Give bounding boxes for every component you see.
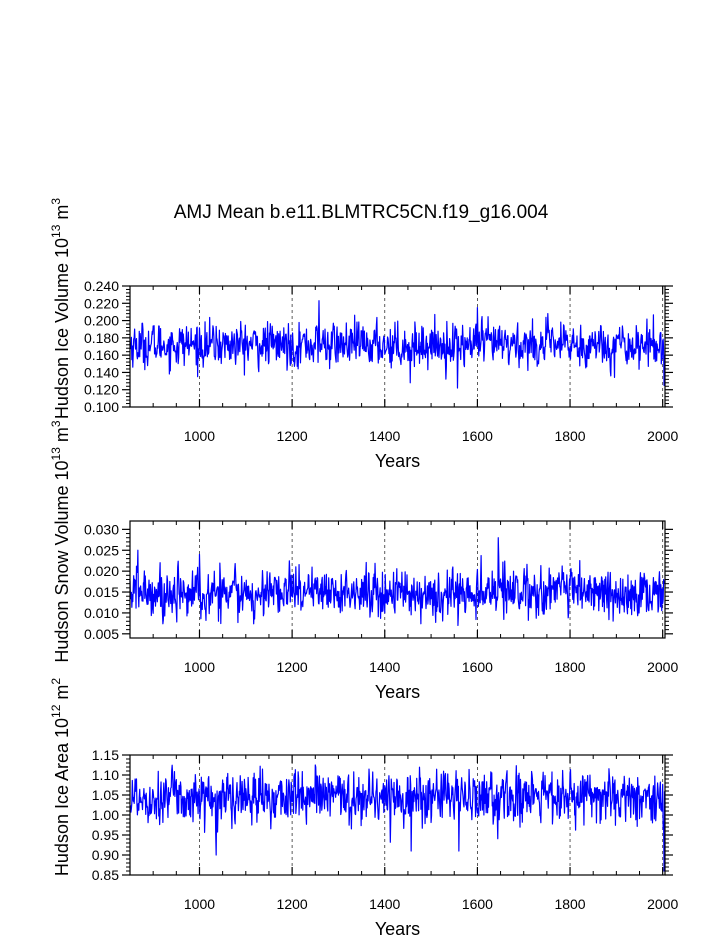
y-tick-label: 1.05 bbox=[92, 787, 119, 803]
x-tick-label: 1400 bbox=[369, 896, 400, 912]
x-tick-label: 1200 bbox=[277, 659, 308, 675]
panel-ice-volume: 1000 1200 1400 1600 1800 20000.1000.1200.1400… bbox=[49, 198, 678, 471]
y-axis-label: Hudson Ice Volume 1013 m3 bbox=[49, 198, 72, 419]
y-tick-label: 0.015 bbox=[84, 584, 119, 600]
y-tick-label: 0.100 bbox=[84, 399, 119, 415]
x-tick-label: 1600 bbox=[462, 659, 493, 675]
y-tick-label: 0.200 bbox=[84, 313, 119, 329]
x-tick-label: 1000 bbox=[184, 428, 215, 444]
y-tick-label: 0.120 bbox=[84, 382, 119, 398]
x-tick-label: 1600 bbox=[462, 428, 493, 444]
y-tick-label: 0.025 bbox=[84, 542, 119, 558]
x-axis-label: Years bbox=[375, 451, 420, 471]
x-tick-label: 1000 bbox=[184, 659, 215, 675]
x-axis-label: Years bbox=[375, 919, 420, 935]
y-tick-label: 0.010 bbox=[84, 605, 119, 621]
x-tick-label: 2000 bbox=[647, 896, 678, 912]
panel-snow-volume: 1000 1200 1400 1600 1800 2000 0.005 0.010 0.015 0… bbox=[49, 420, 678, 702]
x-tick-label: 2000 bbox=[647, 659, 678, 675]
plot-frame bbox=[129, 754, 666, 876]
y-tick-label: 0.180 bbox=[84, 330, 119, 346]
y-tick-label: 1.15 bbox=[92, 747, 119, 763]
y-tick-label: 0.85 bbox=[92, 867, 119, 883]
y-tick-label: 1.10 bbox=[92, 767, 119, 783]
y-tick-label: 1.00 bbox=[92, 807, 119, 823]
y-tick-label: 0.140 bbox=[84, 364, 119, 380]
y-tick-label: 0.160 bbox=[84, 347, 119, 363]
y-tick-label: 0.240 bbox=[84, 278, 119, 294]
y-tick-label: 0.030 bbox=[84, 521, 119, 537]
x-tick-label: 2000 bbox=[647, 428, 678, 444]
x-axis-label: Years bbox=[375, 682, 420, 702]
x-tick-label: 1600 bbox=[462, 896, 493, 912]
series-line bbox=[129, 300, 666, 389]
x-tick-label: 1800 bbox=[554, 659, 585, 675]
y-tick-label: 0.020 bbox=[84, 563, 119, 579]
series-line bbox=[129, 764, 666, 872]
x-tick-label: 1400 bbox=[369, 428, 400, 444]
x-tick-label: 1800 bbox=[554, 896, 585, 912]
x-tick-label: 1200 bbox=[277, 896, 308, 912]
y-tick-label: 0.95 bbox=[92, 827, 119, 843]
x-tick-label: 1400 bbox=[369, 659, 400, 675]
y-tick-label: 0.90 bbox=[92, 847, 119, 863]
y-tick-label: 0.005 bbox=[84, 626, 119, 642]
x-tick-label: 1000 bbox=[184, 896, 215, 912]
x-tick-label: 1800 bbox=[554, 428, 585, 444]
series-line bbox=[129, 537, 666, 627]
y-axis-label: Hudson Snow Volume 1013 m3 bbox=[49, 420, 72, 663]
y-axis-label: Hudson Ice Area 1012 m2 bbox=[49, 678, 72, 876]
y-tick-label: 0.220 bbox=[84, 295, 119, 311]
plot-frame bbox=[129, 285, 666, 408]
panel-ice-area: 1000 1200 1400 1600 1800 2000 0.85 0.90 0.95 1.00… bbox=[49, 678, 678, 935]
figure-title: AMJ Mean b.e11.BLMTRC5CN.f19_g16.004 bbox=[174, 202, 549, 223]
x-tick-label: 1200 bbox=[277, 428, 308, 444]
